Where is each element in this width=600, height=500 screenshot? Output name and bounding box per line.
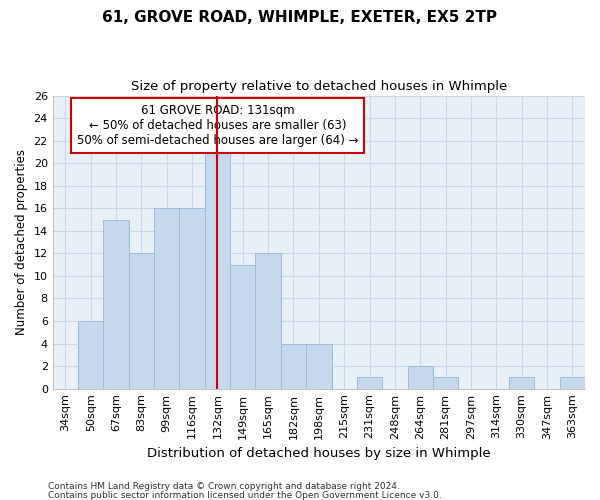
- Y-axis label: Number of detached properties: Number of detached properties: [15, 149, 28, 335]
- Bar: [154, 208, 179, 388]
- Bar: [357, 378, 382, 388]
- Bar: [179, 208, 205, 388]
- Bar: [509, 378, 535, 388]
- Bar: [560, 378, 585, 388]
- Bar: [103, 220, 129, 388]
- Bar: [256, 254, 281, 388]
- Text: Contains public sector information licensed under the Open Government Licence v3: Contains public sector information licen…: [48, 490, 442, 500]
- Bar: [205, 140, 230, 388]
- Bar: [306, 344, 332, 388]
- Title: Size of property relative to detached houses in Whimple: Size of property relative to detached ho…: [131, 80, 507, 93]
- Text: Contains HM Land Registry data © Crown copyright and database right 2024.: Contains HM Land Registry data © Crown c…: [48, 482, 400, 491]
- Bar: [433, 378, 458, 388]
- Text: 61 GROVE ROAD: 131sqm
← 50% of detached houses are smaller (63)
50% of semi-deta: 61 GROVE ROAD: 131sqm ← 50% of detached …: [77, 104, 358, 148]
- Bar: [230, 264, 256, 388]
- Bar: [281, 344, 306, 388]
- Bar: [129, 254, 154, 388]
- Bar: [78, 321, 103, 388]
- Bar: [407, 366, 433, 388]
- X-axis label: Distribution of detached houses by size in Whimple: Distribution of detached houses by size …: [147, 447, 491, 460]
- Text: 61, GROVE ROAD, WHIMPLE, EXETER, EX5 2TP: 61, GROVE ROAD, WHIMPLE, EXETER, EX5 2TP: [103, 10, 497, 25]
